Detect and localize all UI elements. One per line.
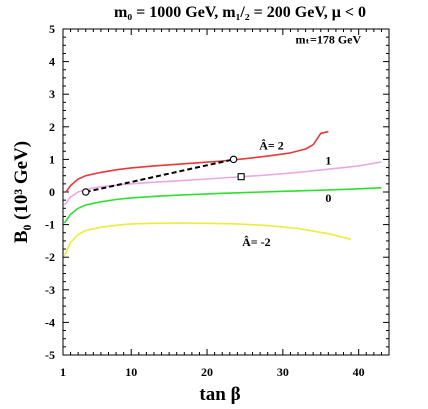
- annotation: mₜ=178 GeV: [296, 33, 362, 47]
- series-line: [63, 187, 382, 224]
- y-tick-label: 2: [49, 120, 55, 134]
- y-tick-label: 4: [49, 55, 55, 69]
- plot-frame: [62, 28, 390, 356]
- x-tick-label: 40: [353, 365, 365, 379]
- annotation-layer: mₜ=178 GeV Â= 2 1 0 Â= -2: [242, 33, 361, 249]
- circle-marker: [81, 188, 90, 196]
- x-tick-label: 20: [201, 365, 213, 379]
- x-tick-label: 10: [125, 365, 137, 379]
- axis-ticks: [62, 28, 389, 356]
- y-tick-label: 0: [49, 185, 55, 199]
- marker-layer: [81, 155, 245, 196]
- x-tick-label: 1: [60, 365, 66, 379]
- series-line: [63, 161, 382, 206]
- y-tick-label: -5: [45, 348, 55, 362]
- series-layer: [63, 130, 382, 256]
- x-axis-label: tan β: [199, 384, 240, 405]
- y-axis-label: B₀ (10³ GeV): [11, 141, 32, 243]
- y-tick-label: -4: [45, 315, 55, 329]
- annotation: Â= 2: [259, 139, 284, 153]
- circle-marker: [229, 155, 238, 164]
- annotation: Â= -2: [242, 235, 271, 249]
- y-tick-label: 3: [49, 87, 55, 101]
- y-tick-label: 5: [49, 22, 55, 36]
- square-marker: [237, 173, 245, 181]
- y-tick-label: -1: [45, 218, 55, 232]
- annotation: 0: [325, 191, 331, 205]
- dashed-line: [85, 158, 234, 193]
- annotation: 1: [325, 153, 331, 167]
- y-tick-label: 1: [49, 152, 55, 166]
- y-tick-label: -2: [45, 250, 55, 264]
- series-line: [63, 222, 352, 256]
- y-tick-label: -3: [45, 283, 55, 297]
- x-tick-label: 30: [277, 365, 289, 379]
- series-line: [65, 130, 329, 193]
- chart-title: m₀ = 1000 GeV, m₁/₂ = 200 GeV, μ < 0: [114, 4, 366, 21]
